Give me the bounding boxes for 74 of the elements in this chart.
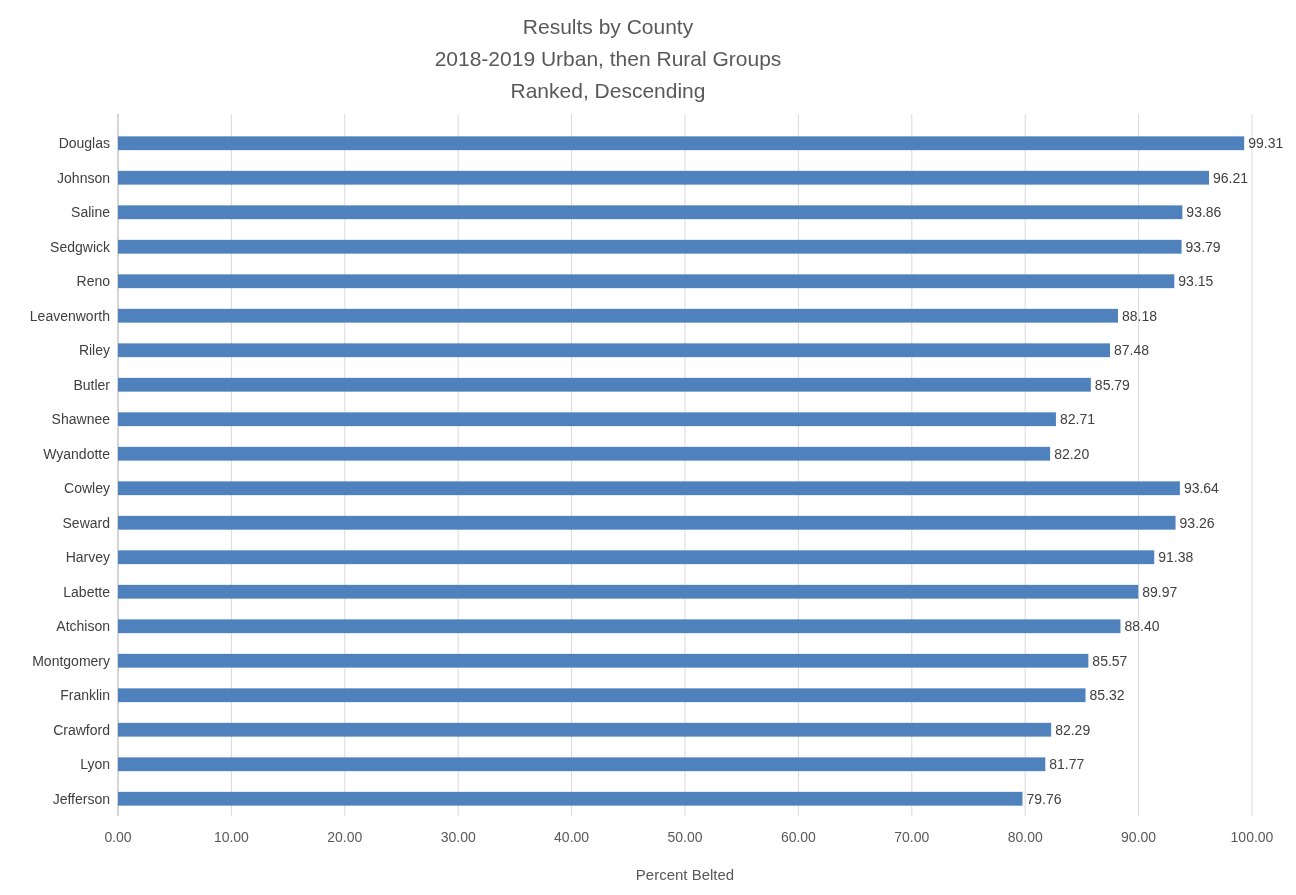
y-tick-label: Riley [78,342,110,359]
bar [118,550,1155,565]
y-tick-label: Butler [73,376,111,393]
y-tick-label: Wyandotte [43,445,111,462]
data-label: 88.18 [1121,307,1158,324]
bar [118,791,1023,806]
data-label: 89.97 [1142,583,1178,600]
x-tick-label: 60.00 [780,829,817,845]
y-tick-label: Franklin [60,687,110,704]
y-tick-label: Douglas [58,135,110,152]
y-tick-label: Saline [71,204,111,221]
x-tick-label: 90.00 [1121,829,1157,845]
bar [118,205,1183,220]
data-label: 85.79 [1094,376,1131,393]
data-label: 85.32 [1089,687,1125,704]
bar [118,343,1111,358]
bar [118,274,1175,289]
bar [118,515,1176,530]
data-label: 82.20 [1054,445,1090,462]
y-tick-label: Cowley [64,480,110,497]
data-label: 93.79 [1185,238,1221,255]
bar [118,619,1121,634]
data-label: 93.86 [1186,204,1222,221]
data-label: 91.38 [1158,549,1194,566]
x-tick-label: 70.00 [894,829,930,845]
bar [118,757,1046,772]
y-tick-label: Crawford [53,721,110,738]
x-tick-label: 50.00 [667,829,703,845]
bar [118,481,1180,496]
bar [118,308,1118,323]
y-tick-label: Seward [62,514,110,531]
chart-subtitle: 2018-2019 Urban, then Rural Groups Ranked, Descending [434,47,782,102]
bar [118,136,1245,151]
y-tick-label: Montgomery [32,652,110,669]
x-tick-label: 10.00 [213,829,250,845]
bar [118,584,1139,599]
bar [118,653,1089,668]
y-tick-label: Shawnee [51,411,111,428]
y-tick-label: Lyon [80,756,110,773]
bar [118,446,1051,461]
x-tick-label: 30.00 [440,829,476,845]
bar [118,412,1056,427]
data-label: 81.77 [1049,756,1085,773]
y-tick-label: Johnson [57,169,110,186]
x-tick-label: 80.00 [1007,829,1043,845]
y-tick-label: Reno [76,273,111,290]
bar [118,377,1091,392]
bar [118,170,1210,185]
x-tick-label: 0.00 [104,829,132,845]
data-label: 85.57 [1092,652,1128,669]
data-label: 93.64 [1183,480,1220,497]
x-tick-label: 40.00 [554,829,590,845]
y-tick-label: Atchison [56,618,110,635]
y-tick-label: Jefferson [52,790,110,807]
data-label: 82.29 [1055,721,1091,738]
y-tick-label: Labette [63,583,111,600]
x-tick-label: 20.00 [327,829,363,845]
data-label: 93.26 [1179,514,1215,531]
y-tick-label: Sedgwick [50,238,111,255]
data-label: 88.40 [1124,618,1160,635]
data-label: 93.15 [1178,273,1214,290]
data-label: 99.31 [1248,135,1284,152]
chart-title: Results by County [522,15,694,38]
data-label: 87.48 [1114,342,1150,359]
x-axis-title: Percent Belted [635,866,735,883]
data-label: 79.76 [1026,790,1062,807]
data-label: 96.21 [1213,169,1249,186]
bar [118,239,1182,254]
x-tick-label: 100.00 [1230,829,1274,845]
bar [118,688,1086,703]
y-tick-label: Leavenworth [29,307,110,324]
y-tick-label: Harvey [65,549,110,566]
data-label: 82.71 [1059,411,1096,428]
bar [118,722,1052,737]
